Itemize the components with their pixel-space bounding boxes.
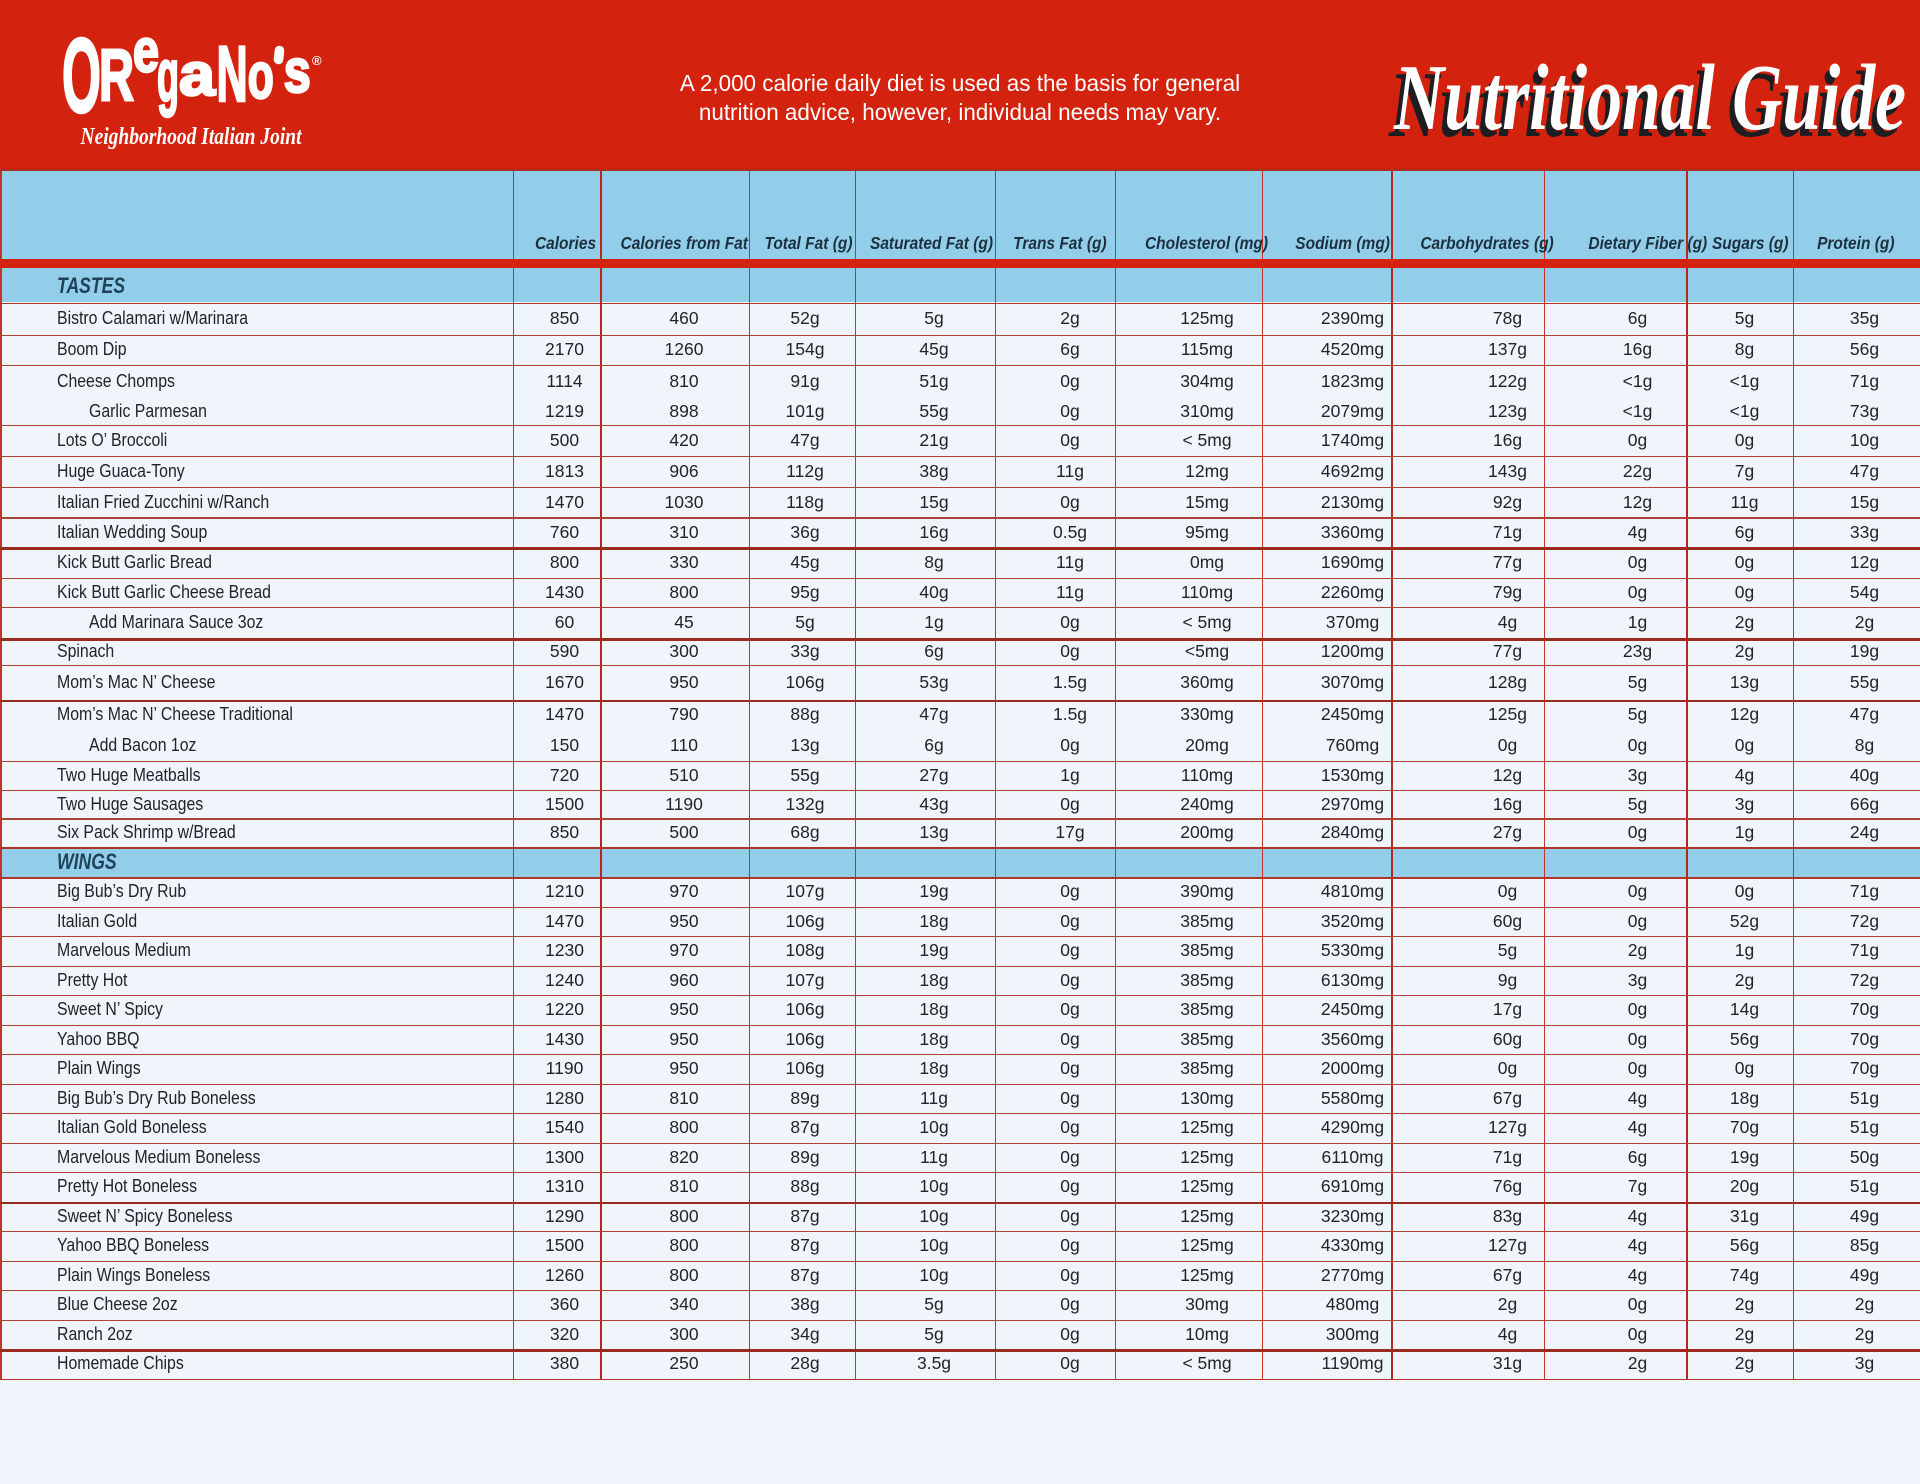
svg-text:N: N (217, 29, 248, 118)
svg-text:s: s (284, 37, 311, 105)
svg-text:g: g (157, 33, 179, 117)
svg-text:a: a (179, 41, 216, 108)
svg-text:e: e (133, 20, 159, 85)
svg-text:®: ® (312, 53, 322, 68)
svg-text:Nutritional Guide: Nutritional Guide (1393, 46, 1906, 150)
svg-text:O: O (62, 20, 101, 135)
svg-text:o: o (248, 39, 274, 112)
svg-text:Nutritional Guide: Nutritional Guide (1388, 53, 1901, 157)
svg-text:R: R (99, 35, 134, 116)
svg-text:Neighborhood Italian Joint: Neighborhood Italian Joint (80, 123, 303, 150)
